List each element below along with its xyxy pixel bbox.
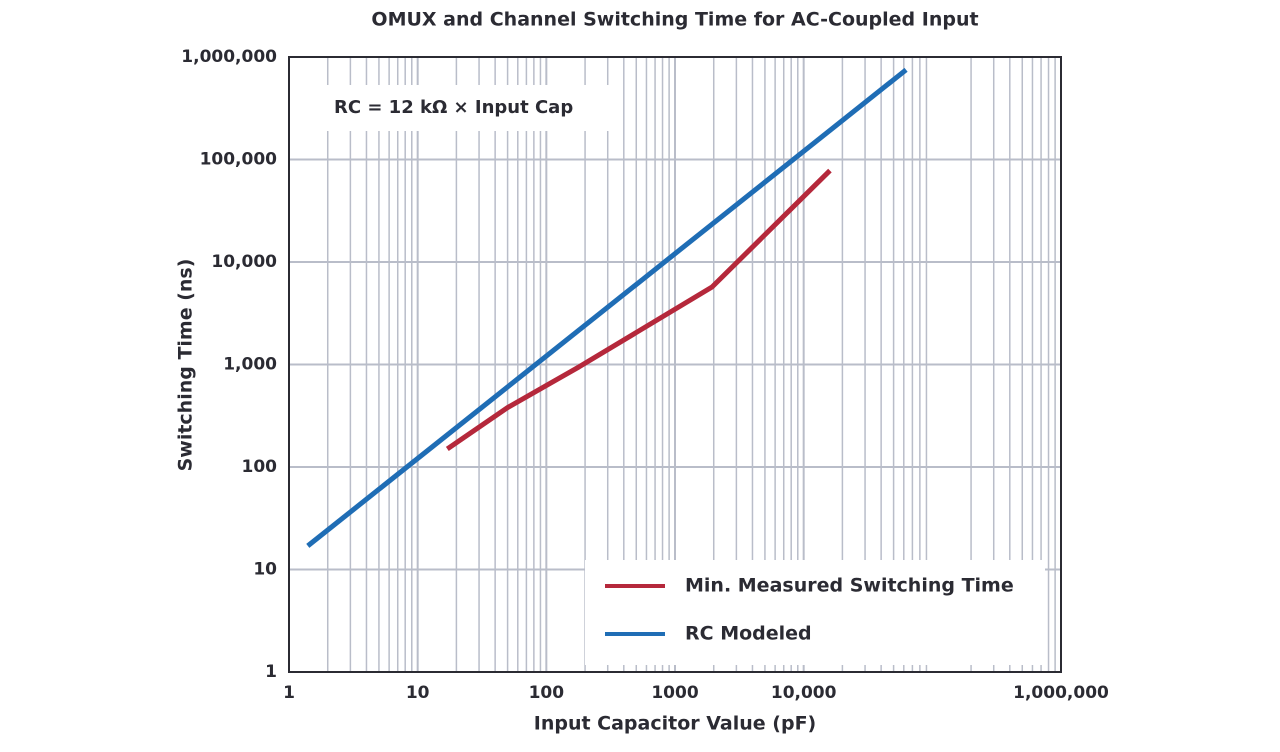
x-tick-label: 1,000,000 <box>1013 683 1109 703</box>
annotation: RC = 12 kΩ × Input Cap <box>334 97 573 118</box>
y-tick-label: 100 <box>242 457 278 477</box>
x-tick-label: 1 <box>283 683 295 703</box>
legend-box <box>585 560 1045 665</box>
x-tick-label: 10,000 <box>771 683 837 703</box>
y-tick-label: 1,000,000 <box>181 47 277 67</box>
y-tick-label: 1 <box>265 662 277 682</box>
x-tick-label: 10 <box>406 683 430 703</box>
y-tick-label: 10 <box>253 560 277 580</box>
y-axis-label: Switching Time (ns) <box>175 259 197 472</box>
chart-title: OMUX and Channel Switching Time for AC-C… <box>371 9 978 31</box>
series-line <box>306 67 908 548</box>
y-tick-label: 1,000 <box>223 355 277 375</box>
x-tick-label: 1000 <box>651 683 698 703</box>
legend-label: RC Modeled <box>685 623 812 645</box>
x-tick-label: 100 <box>529 683 565 703</box>
plot-frame <box>288 56 1062 673</box>
legend: Min. Measured Switching Time RC Modeled <box>585 560 1045 665</box>
series-line <box>445 168 832 452</box>
y-tick-label: 10,000 <box>211 252 277 272</box>
y-tick-label: 100,000 <box>200 150 278 170</box>
legend-label: Min. Measured Switching Time <box>685 575 1014 597</box>
plot <box>306 67 908 548</box>
annotation-box <box>317 85 617 131</box>
x-axis-label: Input Capacitor Value (pF) <box>534 713 816 735</box>
